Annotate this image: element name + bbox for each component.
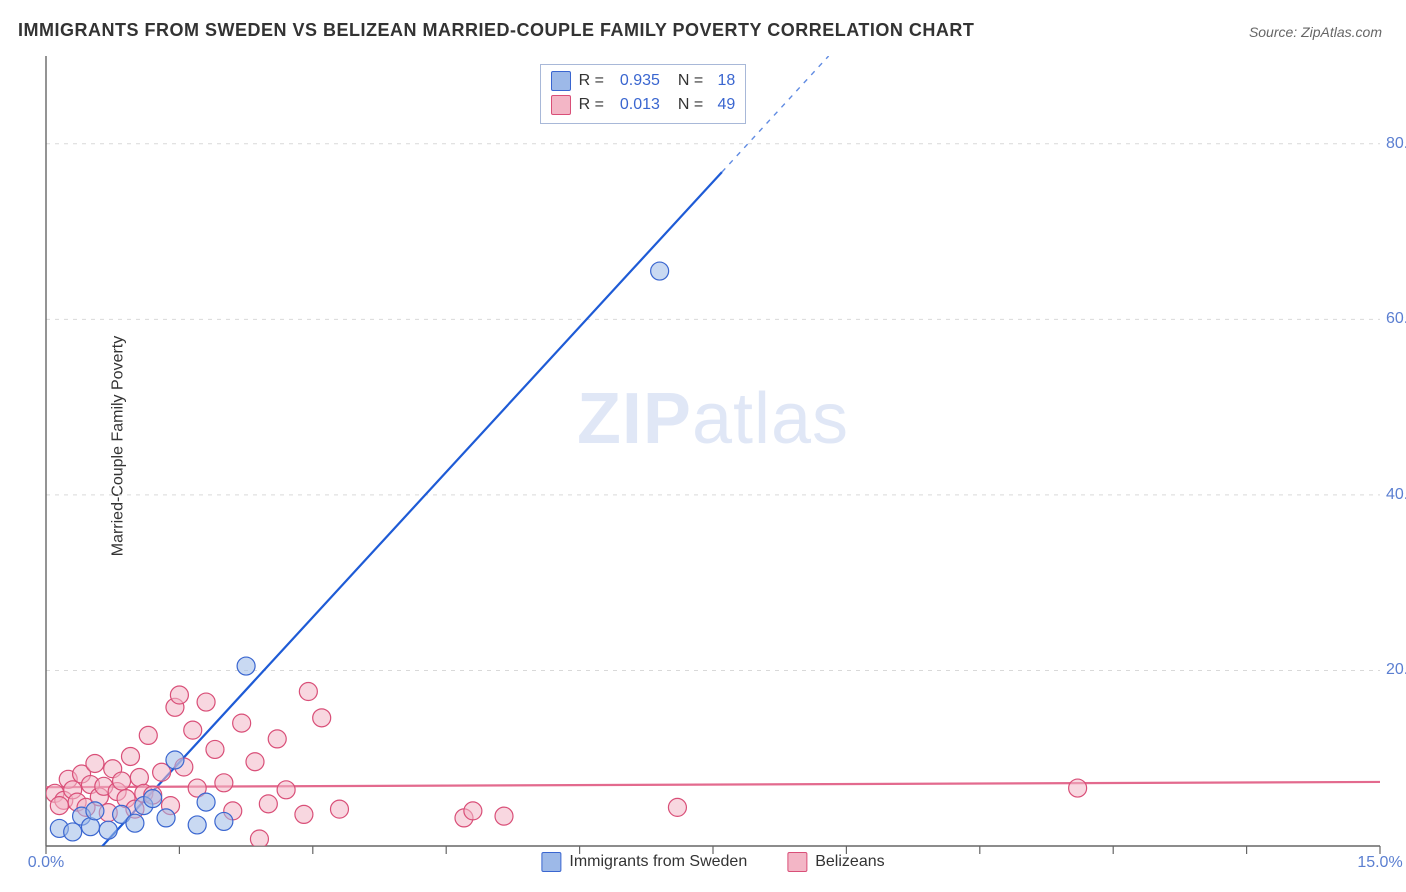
plot-svg <box>46 56 1380 846</box>
chart-title: IMMIGRANTS FROM SWEDEN VS BELIZEAN MARRI… <box>18 20 974 41</box>
x-tick-label: 15.0% <box>1357 854 1402 872</box>
source-label: Source: ZipAtlas.com <box>1249 24 1382 40</box>
y-tick-label: 80.0% <box>1380 135 1406 153</box>
series-legend: Immigrants from Sweden Belizeans <box>541 852 884 872</box>
y-tick-label: 20.0% <box>1380 661 1406 679</box>
legend-item: Immigrants from Sweden <box>541 852 747 872</box>
y-tick-label: 60.0% <box>1380 310 1406 328</box>
stat-row: R =0.935N =18 <box>551 69 736 93</box>
correlation-stats-box: R =0.935N =18R =0.013N =49 <box>540 64 747 124</box>
stat-row: R =0.013N =49 <box>551 93 736 117</box>
legend-item: Belizeans <box>787 852 884 872</box>
y-tick-label: 40.0% <box>1380 486 1406 504</box>
plot-area: ZIPatlas 20.0%40.0%60.0%80.0% 0.0%15.0% … <box>46 56 1380 846</box>
x-tick-label: 0.0% <box>28 854 64 872</box>
